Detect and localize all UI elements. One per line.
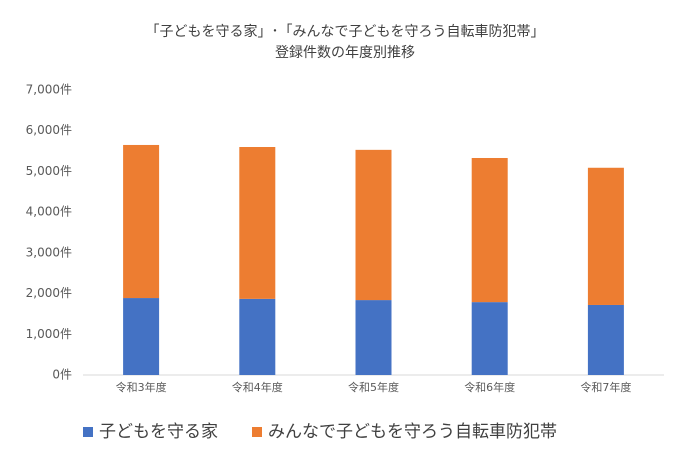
legend-swatch xyxy=(252,427,262,437)
legend-swatch xyxy=(83,427,93,437)
chart-subtitle: 登録件数の年度別推移 xyxy=(275,45,415,61)
y-tick-label: 0件 xyxy=(52,368,72,382)
x-tick-label: 令和7年度 xyxy=(580,380,631,394)
bar-segment xyxy=(587,167,624,305)
y-tick-label: 3,000件 xyxy=(26,245,72,259)
bar-segment xyxy=(239,298,276,375)
y-tick-label: 7,000件 xyxy=(26,83,72,97)
y-tick-label: 5,000件 xyxy=(26,164,72,178)
y-tick-label: 1,000件 xyxy=(26,327,72,341)
bar-segment xyxy=(471,302,508,375)
bar-segment xyxy=(355,300,392,375)
y-tick-label: 2,000件 xyxy=(26,286,72,300)
bar-segment xyxy=(123,144,160,299)
x-tick-label: 令和6年度 xyxy=(464,380,515,394)
bar-segment xyxy=(587,304,624,375)
y-tick-label: 4,000件 xyxy=(26,205,72,219)
x-tick-label: 令和3年度 xyxy=(116,380,167,394)
bar-segment xyxy=(123,298,160,375)
bar-segment xyxy=(471,157,508,303)
legend-label: 子どもを守る家 xyxy=(99,422,218,442)
chart-title: 「子どもを守る家」･「みんなで子どもを守ろう自転車防犯帯」 xyxy=(146,23,545,40)
bar-segment xyxy=(355,149,392,301)
bar-segment xyxy=(239,147,276,299)
x-tick-label: 令和5年度 xyxy=(348,380,399,394)
legend-label: みんなで子どもを守ろう自転車防犯帯 xyxy=(268,422,557,442)
x-tick-label: 令和4年度 xyxy=(232,380,283,394)
y-tick-label: 6,000件 xyxy=(26,123,72,137)
